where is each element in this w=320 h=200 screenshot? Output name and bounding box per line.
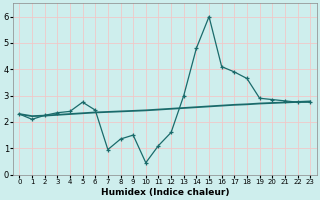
X-axis label: Humidex (Indice chaleur): Humidex (Indice chaleur) — [100, 188, 229, 197]
